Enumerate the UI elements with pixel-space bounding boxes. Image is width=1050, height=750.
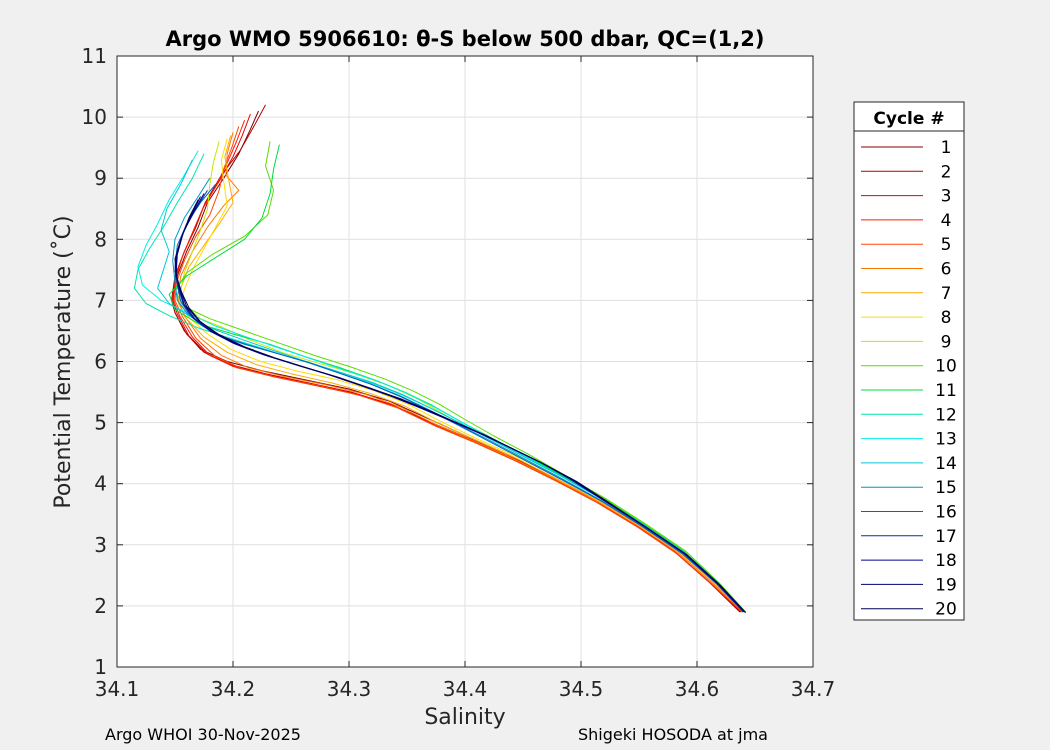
legend-label-cycle-13: 13: [935, 430, 957, 450]
legend-box: [853, 101, 965, 621]
legend-label-cycle-12: 12: [935, 405, 957, 425]
series-line-cycle-20: [174, 199, 747, 613]
legend-label-cycle-14: 14: [935, 454, 957, 474]
footer-left-credit: Argo WHOI 30-Nov-2025: [105, 725, 301, 744]
legend-label-cycle-18: 18: [935, 551, 957, 571]
legend-label-cycle-5: 5: [941, 235, 952, 255]
legend-label-cycle-20: 20: [935, 600, 957, 620]
legend-label-cycle-2: 2: [941, 162, 952, 182]
legend-label-cycle-10: 10: [935, 357, 957, 377]
x-axis-label: Salinity: [424, 705, 505, 730]
series-line-cycle-10: [174, 141, 747, 613]
y-tick-label: 3: [94, 533, 107, 557]
y-tick-label: 4: [94, 472, 107, 496]
series-line-cycle-5: [174, 126, 743, 613]
y-tick-label: 10: [82, 105, 107, 129]
legend-label-cycle-4: 4: [941, 211, 952, 231]
legend-label-cycle-11: 11: [935, 381, 957, 401]
x-tick-label: 34.5: [559, 677, 604, 701]
legend-label-cycle-19: 19: [935, 575, 957, 595]
footer-right-credit: Shigeki HOSODA at jma: [578, 725, 768, 744]
x-tick-label: 34.4: [443, 677, 488, 701]
x-tick-label: 34.2: [211, 677, 256, 701]
y-tick-label: 2: [94, 594, 107, 618]
y-tick-label: 7: [94, 288, 107, 312]
legend-label-cycle-15: 15: [935, 478, 957, 498]
y-axis-label: Potential Temperature (˚C): [51, 215, 76, 508]
legend-label-cycle-17: 17: [935, 527, 957, 547]
series-line-cycle-7: [178, 135, 744, 613]
legend-label-cycle-8: 8: [941, 308, 952, 328]
legend-label-cycle-16: 16: [935, 503, 957, 523]
x-tick-label: 34.3: [327, 677, 372, 701]
legend-title: Cycle #: [873, 109, 944, 129]
legend-label-cycle-6: 6: [941, 260, 952, 280]
y-tick-label: 1: [94, 655, 107, 679]
x-tick-label: 34.7: [791, 677, 836, 701]
legend-label-cycle-7: 7: [941, 284, 952, 304]
x-tick-label: 34.6: [675, 677, 720, 701]
y-tick-label: 5: [94, 411, 107, 435]
series-layer: [133, 104, 747, 613]
legend-label-cycle-1: 1: [941, 138, 952, 158]
y-tick-label: 9: [94, 166, 107, 190]
axis-ticks: 34.1 34.2 34.3 34.4 34.5 34.6 34.7 1 2 3 4 5 6 7 8 9 10 1…: [82, 44, 836, 701]
chart-title: Argo WMO 5906610: θ-S below 500 dbar, QC…: [166, 27, 765, 51]
series-line-cycle-6: [176, 132, 744, 613]
legend-label-cycle-3: 3: [941, 187, 952, 207]
legend-label-cycle-9: 9: [941, 332, 952, 352]
y-tick-label: 6: [94, 350, 107, 374]
x-tick-label: 34.1: [95, 677, 140, 701]
y-tick-label: 8: [94, 227, 107, 251]
y-tick-label: 11: [82, 44, 107, 68]
